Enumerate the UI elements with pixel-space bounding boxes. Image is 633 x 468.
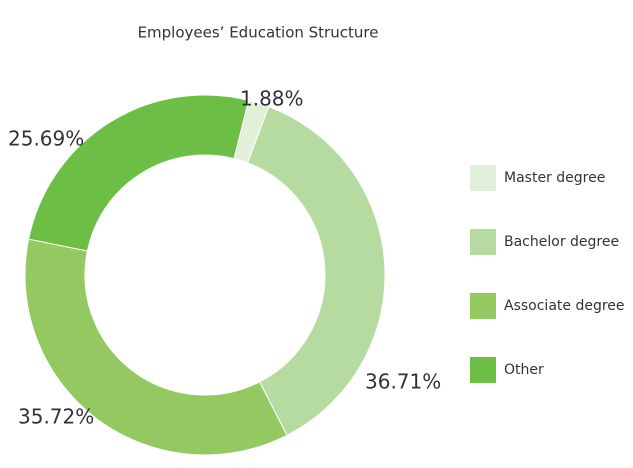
donut-slice [24, 238, 288, 456]
legend-swatch [470, 357, 496, 383]
value-label: 36.71% [365, 370, 441, 394]
value-label: 1.88% [240, 87, 304, 111]
donut-slice [246, 106, 386, 436]
legend-swatch [470, 229, 496, 255]
legend-label: Master degree [504, 170, 605, 186]
chart-title: Employees’ Education Structure [138, 24, 379, 42]
legend-label: Other [504, 362, 544, 378]
legend-label: Bachelor degree [504, 234, 619, 250]
legend-swatch [470, 293, 496, 319]
legend-label: Associate degree [504, 298, 625, 314]
legend-swatch [470, 165, 496, 191]
value-label: 25.69% [8, 127, 84, 151]
value-label: 35.72% [18, 405, 94, 429]
donut-slice [28, 94, 250, 252]
